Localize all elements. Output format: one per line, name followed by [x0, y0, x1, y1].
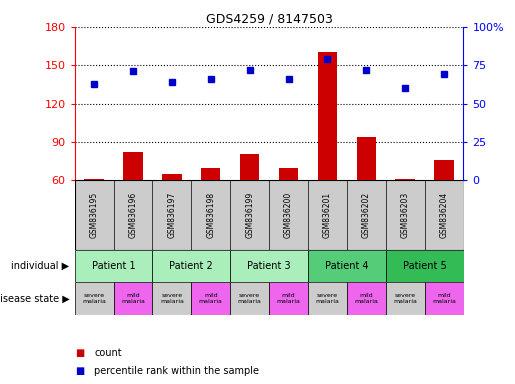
Bar [308, 250, 386, 282]
Text: Patient 1: Patient 1 [92, 261, 135, 271]
Bar [347, 282, 386, 315]
Text: mild
malaria: mild malaria [354, 293, 378, 304]
Bar [123, 152, 143, 180]
Text: severe
malaria: severe malaria [160, 293, 184, 304]
Text: ■: ■ [75, 348, 84, 358]
Bar [279, 168, 298, 180]
Bar [113, 282, 152, 315]
Bar [356, 137, 376, 180]
Text: severe
malaria: severe malaria [82, 293, 106, 304]
Text: GSM836202: GSM836202 [362, 192, 371, 238]
Bar [434, 160, 454, 180]
Text: mild
malaria: mild malaria [277, 293, 300, 304]
Bar [162, 174, 182, 180]
Bar [84, 179, 104, 180]
Bar [318, 53, 337, 180]
Bar [152, 250, 230, 282]
Text: mild
malaria: mild malaria [121, 293, 145, 304]
Title: GDS4259 / 8147503: GDS4259 / 8147503 [205, 13, 333, 26]
Text: ■: ■ [75, 366, 84, 376]
Text: Patient 2: Patient 2 [169, 261, 213, 271]
Text: GSM836199: GSM836199 [245, 192, 254, 238]
Bar [230, 250, 308, 282]
Bar [75, 250, 152, 282]
Text: severe
malaria: severe malaria [393, 293, 417, 304]
Text: GSM836204: GSM836204 [440, 192, 449, 238]
Text: GSM836203: GSM836203 [401, 192, 409, 238]
Text: Patient 5: Patient 5 [403, 261, 447, 271]
Text: Patient 4: Patient 4 [325, 261, 369, 271]
Bar [75, 282, 113, 315]
Text: disease state ▶: disease state ▶ [0, 293, 70, 304]
Text: GSM836195: GSM836195 [90, 192, 98, 238]
Bar [386, 250, 464, 282]
Text: individual ▶: individual ▶ [11, 261, 70, 271]
Text: count: count [94, 348, 122, 358]
Text: GSM836201: GSM836201 [323, 192, 332, 238]
Bar [191, 282, 230, 315]
Text: GSM836198: GSM836198 [207, 192, 215, 238]
Bar [230, 282, 269, 315]
Bar [386, 282, 424, 315]
Text: GSM836196: GSM836196 [129, 192, 138, 238]
Text: mild
malaria: mild malaria [199, 293, 222, 304]
Bar [396, 179, 415, 180]
Bar [152, 282, 191, 315]
Bar [201, 168, 220, 180]
Text: mild
malaria: mild malaria [432, 293, 456, 304]
Text: Patient 3: Patient 3 [247, 261, 291, 271]
Text: GSM836200: GSM836200 [284, 192, 293, 238]
Text: GSM836197: GSM836197 [167, 192, 176, 238]
Bar [240, 154, 260, 180]
Bar [308, 282, 347, 315]
Text: severe
malaria: severe malaria [316, 293, 339, 304]
Bar [424, 282, 464, 315]
Text: percentile rank within the sample: percentile rank within the sample [94, 366, 259, 376]
Bar [269, 282, 308, 315]
Text: severe
malaria: severe malaria [238, 293, 262, 304]
